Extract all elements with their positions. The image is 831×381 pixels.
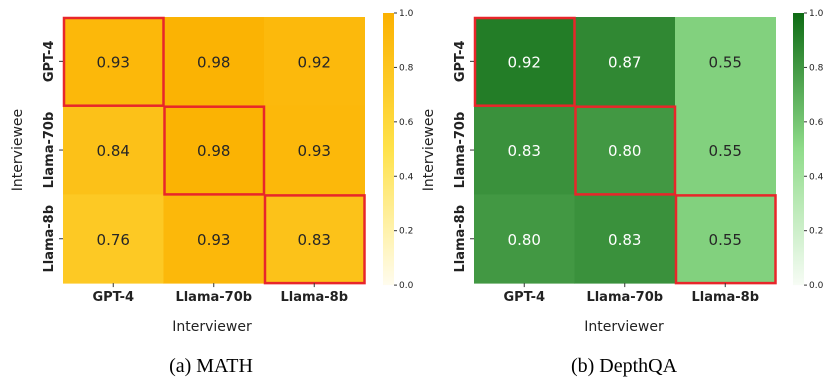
- cell-value-label: 0.84: [97, 142, 130, 160]
- y-axis-label: Interviewee: [10, 109, 26, 191]
- x-axis-label: Interviewer: [584, 319, 664, 335]
- colorbar-tick-label: 0.6: [399, 118, 414, 128]
- heatmap-cell: [163, 105, 265, 195]
- y-tick-label: Llama-70b: [453, 112, 468, 189]
- colorbar-tick-label: 0.8: [809, 63, 824, 73]
- cell-value-label: 0.93: [97, 53, 130, 71]
- cell-value-label: 0.83: [608, 231, 641, 249]
- heatmap-panel-1: 0.92 0.87 0.55 0.83 0.80 0.55 0.80 0.83 0.55 GPT-…: [421, 9, 824, 377]
- x-axis-label: Interviewer: [172, 319, 252, 335]
- cell-value-label: 0.98: [197, 142, 230, 160]
- panel-caption: (b) DepthQA: [571, 355, 678, 377]
- panel-caption: (a) MATH: [169, 355, 253, 377]
- colorbar-tick-label: 0.0: [809, 281, 824, 291]
- highlight-box: [163, 105, 266, 196]
- colorbar-tick-label: 1.0: [809, 9, 824, 19]
- cell-value-label: 0.92: [508, 53, 541, 71]
- x-tick-label: Llama-8b: [691, 290, 759, 305]
- cell-value-label: 0.83: [298, 231, 331, 249]
- colorbar: [793, 13, 804, 286]
- heatmap-cell: [264, 105, 365, 195]
- y-tick-label: GPT-4: [453, 41, 468, 83]
- x-tick-label: Llama-70b: [586, 290, 663, 305]
- y-tick-label: Llama-70b: [42, 112, 57, 189]
- cell-value-label: 0.93: [197, 231, 230, 249]
- heatmap-cell: [474, 194, 575, 284]
- heatmap-cell: [574, 105, 676, 195]
- heatmap-cell: [474, 105, 575, 195]
- cell-value-label: 0.92: [298, 53, 331, 71]
- highlight-box: [674, 194, 777, 285]
- y-tick-label: GPT-4: [42, 41, 57, 83]
- highlight-box: [62, 16, 165, 107]
- cell-value-label: 0.55: [709, 53, 742, 71]
- colorbar-tick-label: 0.6: [809, 118, 824, 128]
- highlight-box: [263, 194, 366, 285]
- colorbar-tick-label: 0.2: [809, 227, 823, 237]
- cell-value-label: 0.55: [709, 142, 742, 160]
- heatmap-cell: [675, 194, 776, 284]
- heatmap-panel-0: 0.93 0.98 0.92 0.84 0.98 0.93 0.76 0.93 0.83 GPT-…: [10, 9, 414, 377]
- y-tick-label: Llama-8b: [453, 205, 468, 273]
- heatmap-cell: [163, 17, 265, 107]
- y-tick-label: Llama-8b: [42, 205, 57, 273]
- cell-value-label: 0.55: [709, 231, 742, 249]
- colorbar: [383, 13, 394, 286]
- heatmap-cell: [163, 194, 265, 284]
- cell-value-label: 0.87: [608, 53, 641, 71]
- cell-value-label: 0.80: [508, 231, 541, 249]
- heatmap-cell: [574, 17, 676, 107]
- highlight-box: [574, 105, 677, 196]
- x-tick-label: Llama-8b: [280, 290, 348, 305]
- heatmap-cell: [63, 17, 164, 107]
- y-axis-label: Interviewee: [421, 109, 437, 191]
- heatmap-cell: [63, 194, 164, 284]
- colorbar-tick-label: 1.0: [399, 9, 414, 19]
- heatmap-cell: [264, 17, 365, 107]
- colorbar-tick-label: 0.2: [399, 227, 413, 237]
- heatmap-cell: [264, 194, 365, 284]
- cell-value-label: 0.98: [197, 53, 230, 71]
- cell-value-label: 0.80: [608, 142, 641, 160]
- cell-value-label: 0.93: [298, 142, 331, 160]
- cell-value-label: 0.83: [508, 142, 541, 160]
- x-tick-label: Llama-70b: [175, 290, 252, 305]
- heatmap-cell: [474, 17, 575, 107]
- cell-value-label: 0.76: [97, 231, 130, 249]
- colorbar-tick-label: 0.4: [399, 172, 414, 182]
- x-tick-label: GPT-4: [503, 290, 545, 305]
- colorbar-tick-label: 0.4: [809, 172, 824, 182]
- x-tick-label: GPT-4: [92, 290, 134, 305]
- heatmap-cell: [675, 17, 776, 107]
- colorbar-tick-label: 0.8: [399, 63, 414, 73]
- heatmap-cell: [675, 105, 776, 195]
- heatmap-cell: [574, 194, 676, 284]
- colorbar-tick-label: 0.0: [399, 281, 414, 291]
- heatmap-cell: [63, 105, 164, 195]
- highlight-box: [473, 16, 576, 107]
